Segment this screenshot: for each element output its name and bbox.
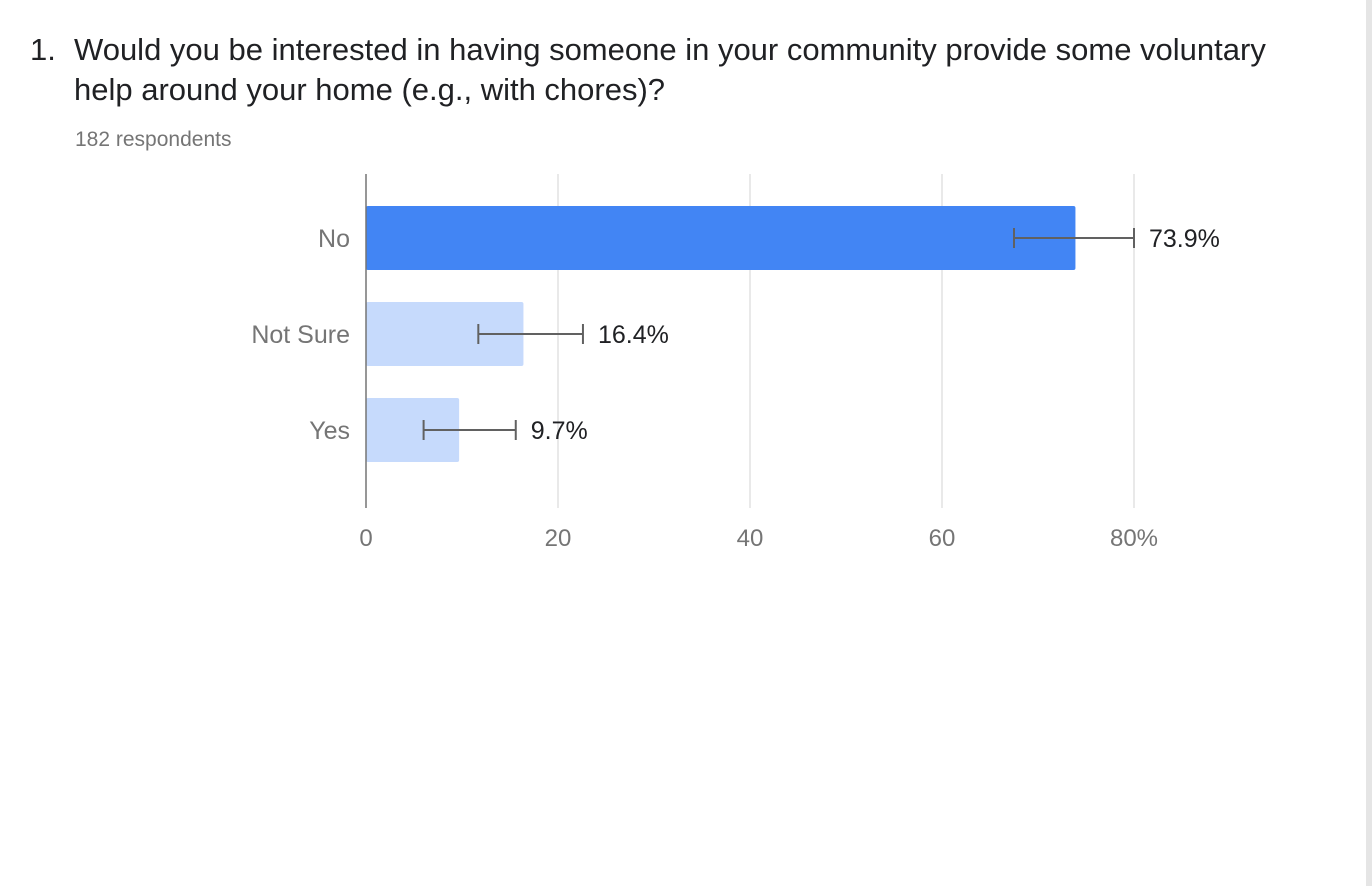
x-tick-label-40: 40	[737, 525, 764, 552]
category-label-yes: Yes	[309, 417, 350, 445]
x-tick-label-60: 60	[929, 525, 956, 552]
bars	[366, 206, 1076, 462]
error-bar-not-sure	[477, 324, 584, 344]
error-bar-no	[1013, 228, 1135, 248]
bar-yes[interactable]	[366, 398, 460, 462]
value-label-no: 73.9%	[1149, 225, 1220, 253]
question-number: 1.	[30, 32, 56, 67]
question-text: Would you be interested in having someon…	[74, 32, 1266, 107]
category-label-not-sure: Not Sure	[251, 321, 350, 349]
x-tick-label-80: 80%	[1110, 525, 1158, 552]
labels: 0 20 40 60 80% No 73.9% Not Sure 16.4% Yes 9.7%	[251, 225, 1220, 552]
x-tick-label-20: 20	[545, 525, 572, 552]
window-edge	[1366, 0, 1372, 886]
bar-not-sure[interactable]	[366, 302, 524, 366]
respondent-count: 182 respondents	[75, 128, 232, 151]
error-bars	[422, 228, 1135, 440]
value-label-not-sure: 16.4%	[598, 321, 669, 349]
question-title: 1. Would you be interested in having som…	[30, 30, 1290, 110]
bar-no[interactable]	[366, 206, 1076, 270]
value-label-yes: 9.7%	[531, 417, 588, 445]
x-tick-label-0: 0	[359, 525, 372, 552]
category-label-no: No	[318, 225, 350, 253]
error-bar-yes	[422, 420, 517, 440]
